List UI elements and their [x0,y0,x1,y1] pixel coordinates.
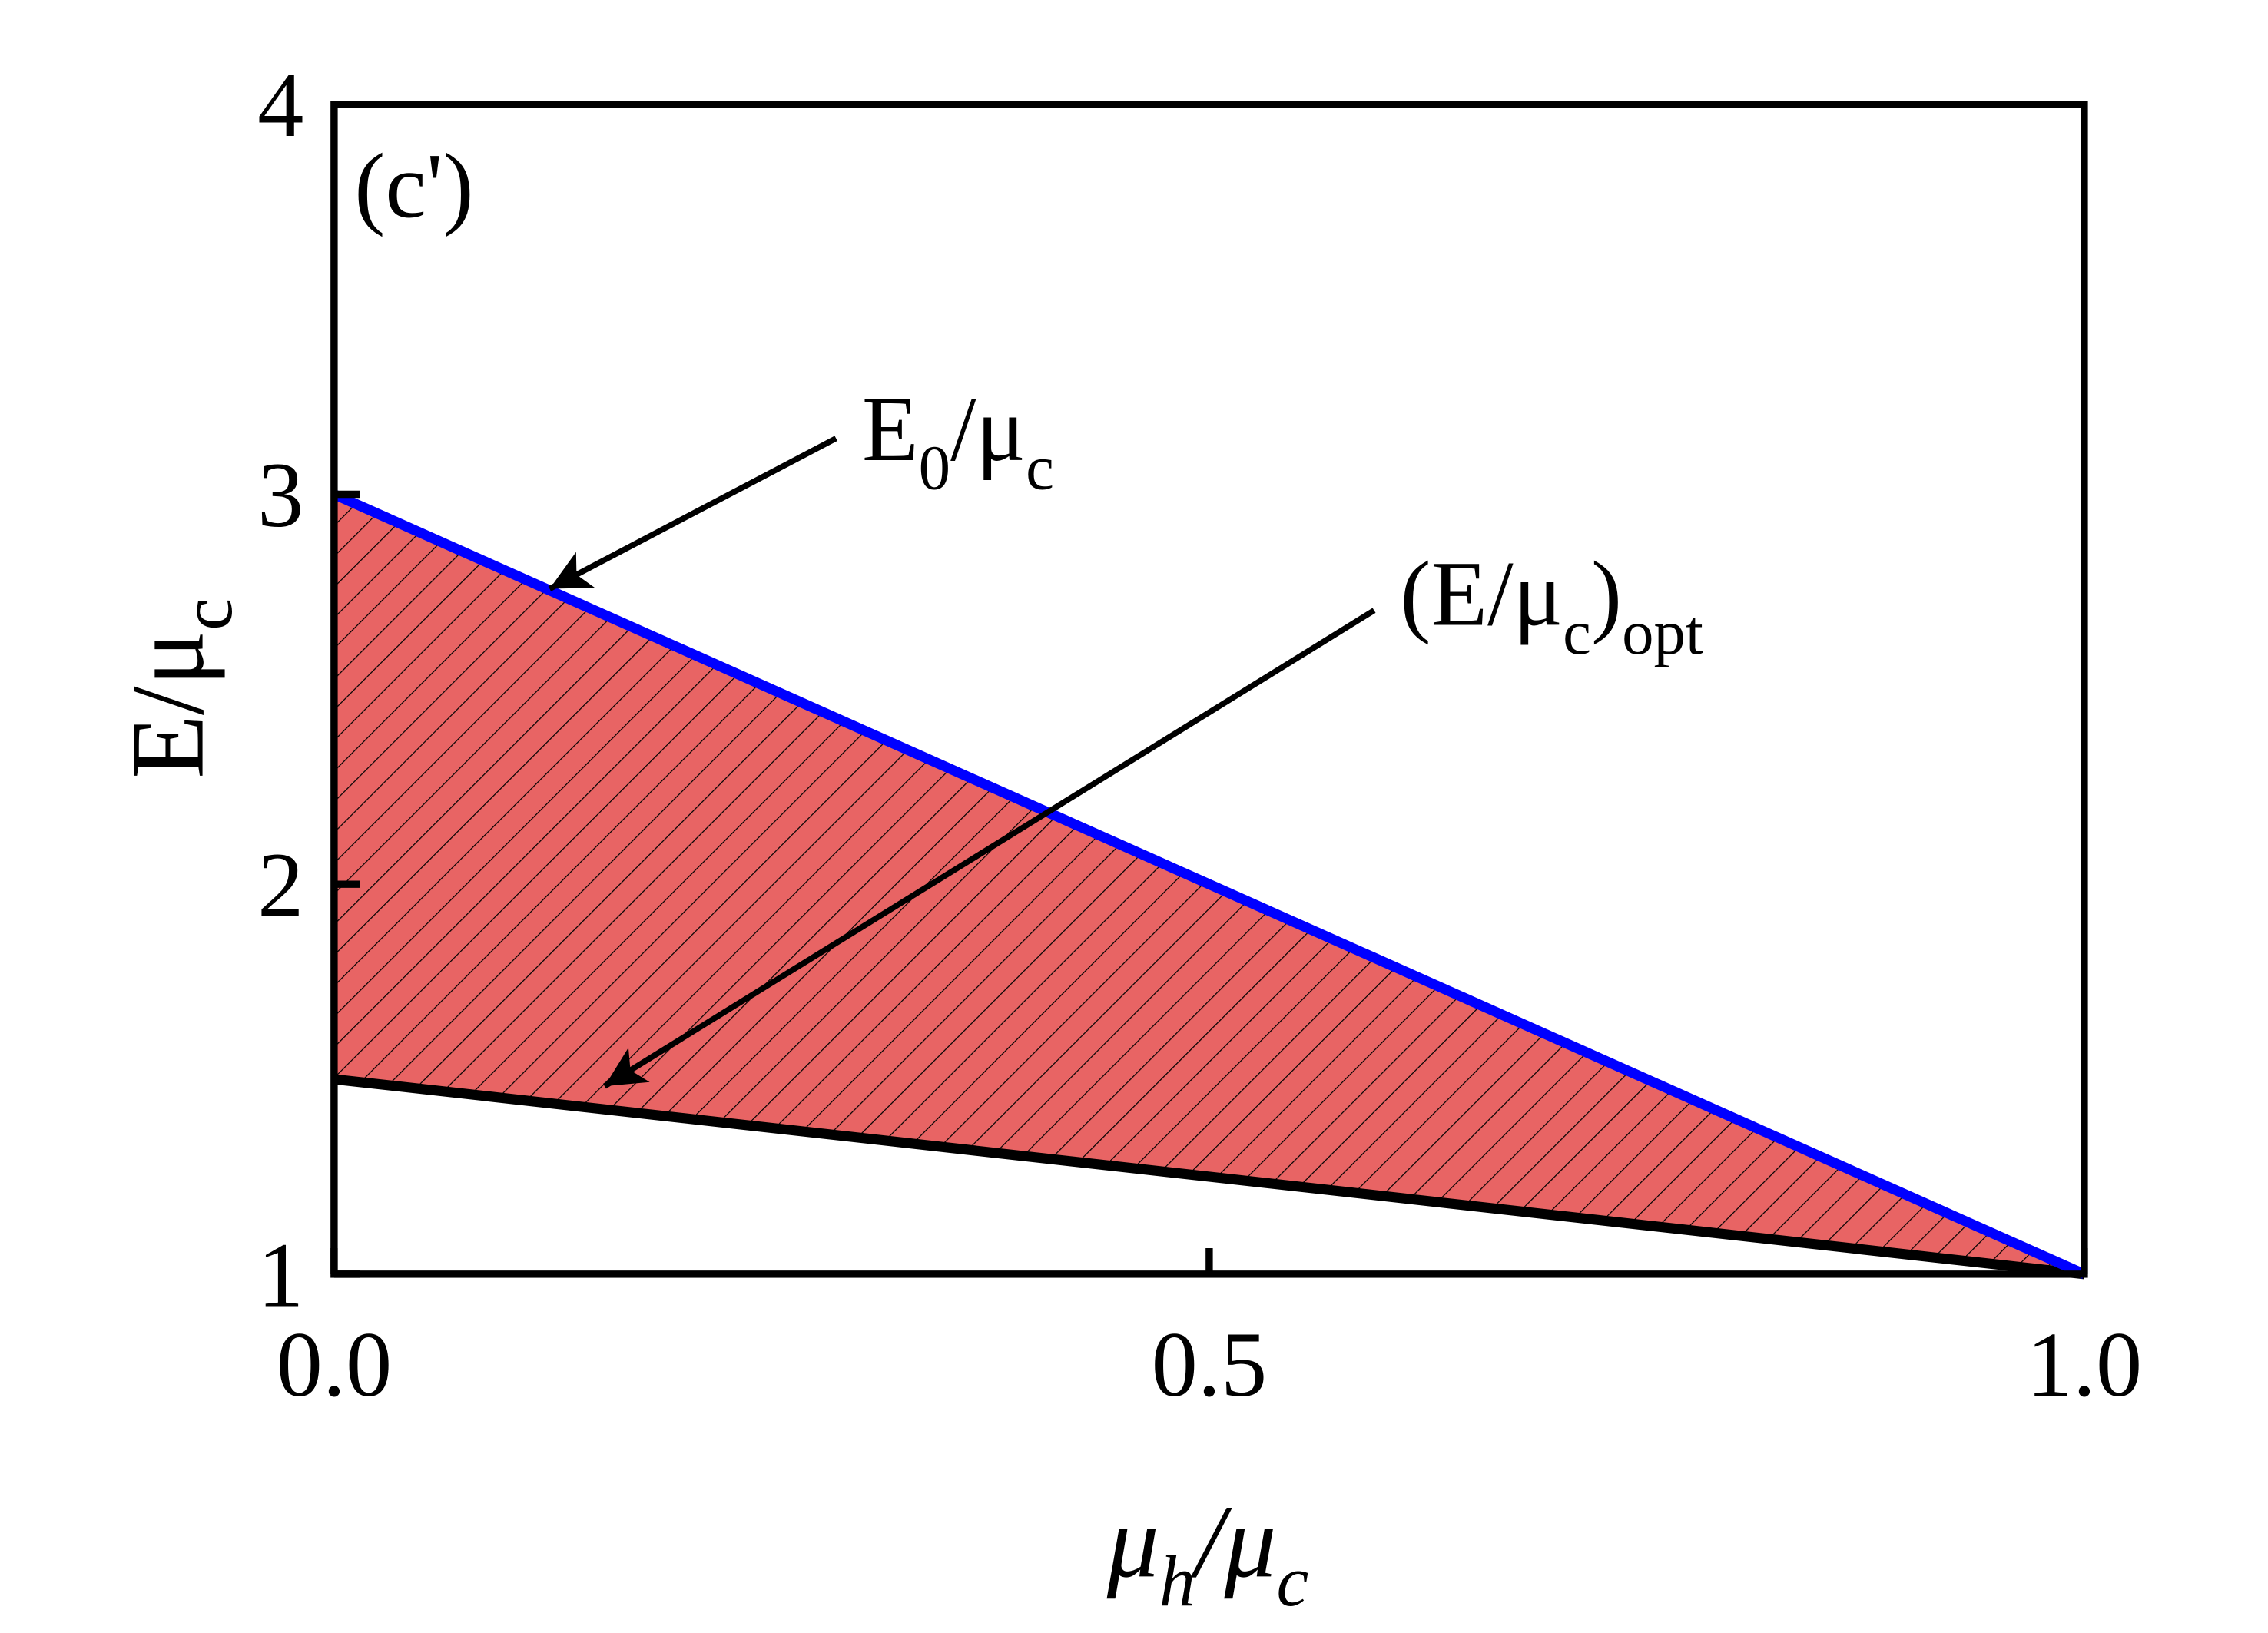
y-tick-label: 1 [257,1224,303,1327]
annotation-arrow [548,436,837,591]
x-tick-label: 0.5 [1152,1314,1268,1416]
series-label: E0/μc [862,379,1054,503]
y-tick-label: 2 [257,835,303,937]
annotation-arrow [602,608,1376,1089]
y-tick-label: 3 [257,445,303,547]
y-axis-label: E/μc [111,598,248,779]
panel-label: (c') [354,136,473,238]
series-line [332,489,2087,1279]
x-axis-label: μh/μc [1106,1484,1309,1621]
plot-area: 0.0 0.5 1.0 1 2 3 4 [257,55,2142,1416]
x-tick-label: 1.0 [2027,1314,2143,1416]
series-line [333,1074,2085,1280]
x-tick-label: 0.0 [277,1314,393,1416]
y-tick-label: 4 [257,55,303,157]
series-label: (E/μc)opt [1400,544,1703,668]
